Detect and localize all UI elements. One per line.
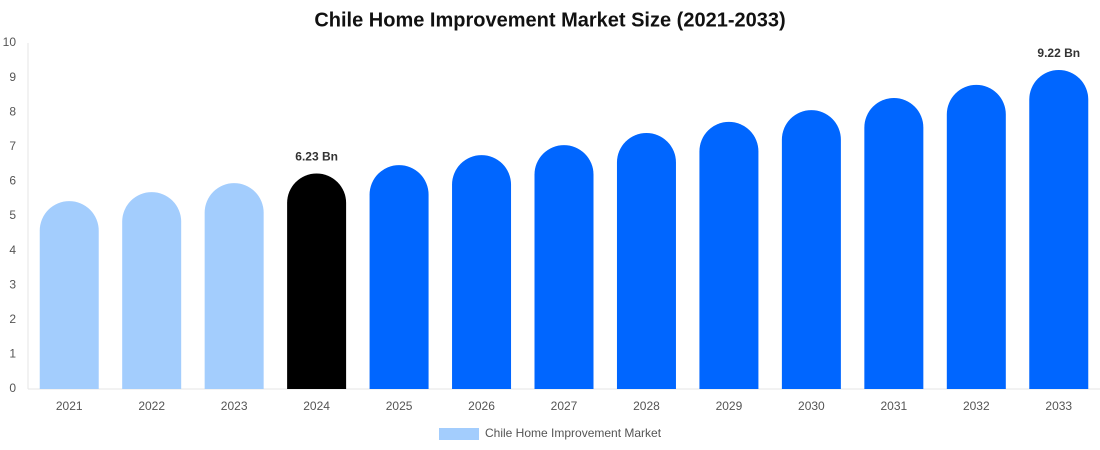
y-tick-label: 5 — [9, 208, 16, 222]
value-label: 9.22 Bn — [1037, 46, 1080, 60]
x-tick-label: 2027 — [551, 399, 578, 413]
y-tick-label: 4 — [9, 243, 16, 257]
bar — [946, 84, 1006, 389]
y-tick-label: 1 — [9, 347, 16, 361]
x-tick-label: 2029 — [716, 399, 743, 413]
y-tick-label: 7 — [9, 139, 16, 153]
bar — [616, 132, 676, 389]
y-tick-label: 2 — [9, 312, 16, 326]
y-tick-label: 9 — [9, 70, 16, 84]
x-tick-label: 2022 — [138, 399, 165, 413]
bar — [39, 201, 99, 389]
bar — [781, 110, 841, 389]
legend-label: Chile Home Improvement Market — [485, 426, 662, 440]
x-tick-label: 2023 — [221, 399, 248, 413]
y-tick-label: 10 — [3, 35, 17, 49]
x-tick-label: 2021 — [56, 399, 83, 413]
bar — [122, 192, 182, 389]
x-tick-label: 2024 — [303, 399, 330, 413]
x-tick-label: 2030 — [798, 399, 825, 413]
x-tick-label: 2028 — [633, 399, 660, 413]
x-tick-label: 2026 — [468, 399, 495, 413]
x-tick-label: 2033 — [1045, 399, 1072, 413]
chart-title: Chile Home Improvement Market Size (2021… — [314, 9, 785, 31]
y-tick-label: 0 — [9, 381, 16, 395]
x-tick-label: 2025 — [386, 399, 413, 413]
y-tick-label: 8 — [9, 104, 16, 118]
bar — [204, 183, 264, 389]
bar — [699, 121, 759, 390]
value-label: 6.23 Bn — [295, 150, 338, 164]
y-tick-label: 6 — [9, 174, 16, 188]
bar — [534, 145, 594, 389]
legend-swatch — [439, 428, 479, 440]
bar — [369, 165, 429, 389]
x-tick-label: 2032 — [963, 399, 990, 413]
bar — [287, 173, 347, 389]
bar — [1029, 69, 1089, 389]
bar — [864, 98, 924, 390]
bar — [452, 155, 512, 389]
y-tick-label: 3 — [9, 277, 16, 291]
x-tick-label: 2031 — [880, 399, 907, 413]
